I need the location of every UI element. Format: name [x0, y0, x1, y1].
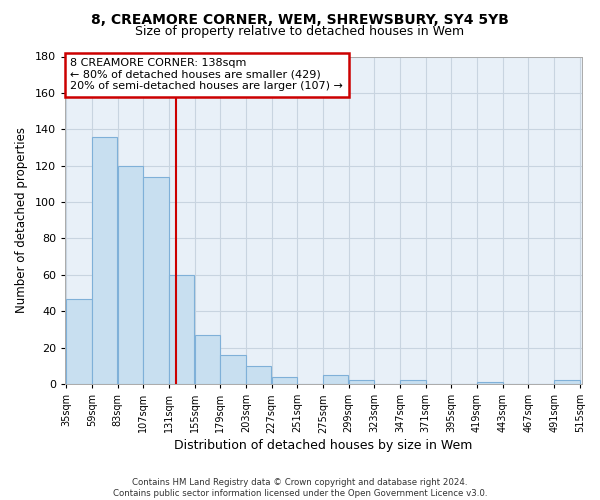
Bar: [400, 380, 425, 384]
Text: Size of property relative to detached houses in Wem: Size of property relative to detached ho…: [136, 25, 464, 38]
Bar: [67, 298, 92, 384]
Bar: [323, 375, 349, 384]
Y-axis label: Number of detached properties: Number of detached properties: [15, 128, 28, 314]
Text: Contains HM Land Registry data © Crown copyright and database right 2024.
Contai: Contains HM Land Registry data © Crown c…: [113, 478, 487, 498]
Bar: [220, 355, 246, 384]
Text: 8 CREAMORE CORNER: 138sqm
← 80% of detached houses are smaller (429)
20% of semi: 8 CREAMORE CORNER: 138sqm ← 80% of detac…: [70, 58, 343, 92]
Bar: [477, 382, 503, 384]
Bar: [92, 136, 118, 384]
Bar: [554, 380, 580, 384]
Bar: [246, 366, 271, 384]
Bar: [349, 380, 374, 384]
Bar: [195, 335, 220, 384]
Bar: [169, 275, 194, 384]
Bar: [118, 166, 143, 384]
X-axis label: Distribution of detached houses by size in Wem: Distribution of detached houses by size …: [175, 440, 473, 452]
Bar: [272, 376, 297, 384]
Bar: [143, 176, 169, 384]
Text: 8, CREAMORE CORNER, WEM, SHREWSBURY, SY4 5YB: 8, CREAMORE CORNER, WEM, SHREWSBURY, SY4…: [91, 12, 509, 26]
